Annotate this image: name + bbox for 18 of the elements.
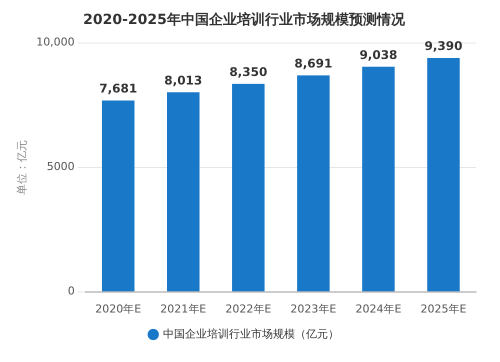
legend-label: 中国企业培训行业市场规模（亿元） — [162, 327, 339, 340]
data-label: 8,691 — [294, 56, 332, 71]
x-tick-label: 2024年E — [355, 302, 402, 316]
x-tick-label: 2021年E — [160, 302, 206, 316]
x-tick-label: 2020年E — [95, 302, 142, 316]
y-tick-label: 5000 — [46, 160, 75, 174]
y-tick-label: 10,000 — [36, 36, 75, 49]
x-tick-label: 2023年E — [290, 302, 336, 316]
data-label: 9,390 — [424, 39, 462, 54]
y-axis-title: 单位：亿元 — [15, 140, 28, 195]
data-label: 8,013 — [164, 73, 202, 88]
y-tick-label: 0 — [68, 284, 75, 298]
data-label: 8,350 — [229, 65, 268, 80]
x-tick-label: 2025年E — [420, 302, 466, 316]
x-tick-label: 2022年E — [225, 302, 272, 316]
data-label: 7,681 — [99, 82, 138, 96]
data-label: 9,038 — [359, 48, 398, 62]
chart-title: 2020-2025年中国企业培训行业市场规模预测情况 — [83, 11, 406, 28]
